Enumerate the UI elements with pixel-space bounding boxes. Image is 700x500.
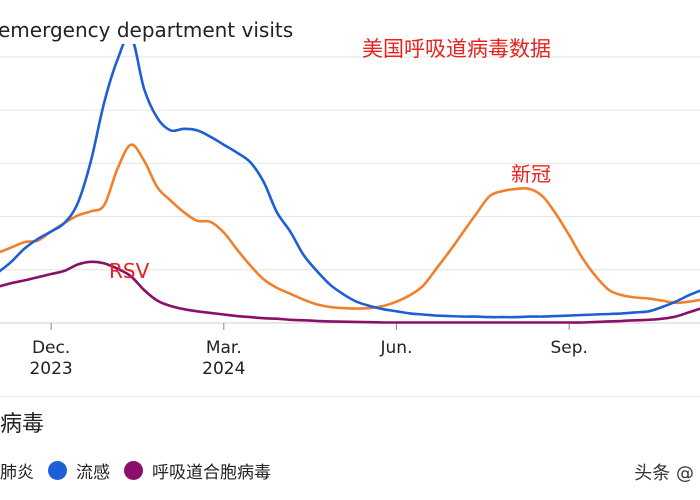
legend-item-covid[interactable]: 肺炎 [0, 458, 34, 483]
x-tick-year-label: 2023 [29, 359, 72, 379]
x-tick-label: Mar. [206, 338, 242, 358]
series-line-covid [0, 143, 700, 310]
chart: Dec.2023 Mar.2024 Jun. Sep. emergency depar… [0, 14, 700, 379]
legend-label-rsv: 呼吸道合胞病毒 [152, 462, 271, 483]
legend-label-flu: 流感 [76, 462, 110, 483]
title-background [0, 14, 282, 44]
x-tick-year-label: 2024 [202, 359, 245, 379]
annotation-title: 美国呼吸道病毒数据 [362, 37, 551, 61]
x-tick-label: Dec. [32, 338, 70, 358]
x-tick-label: Jun. [380, 338, 413, 358]
gridlines [0, 56, 700, 271]
series-lines [0, 33, 700, 324]
legend-label-covid: 肺炎 [0, 462, 34, 483]
x-axis: Dec.2023 Mar.2024 Jun. Sep. [29, 323, 588, 379]
legend-title: 病毒 [0, 412, 45, 437]
series-line-rsv [0, 260, 700, 324]
rsv-inline-label: RSV [109, 259, 150, 283]
x-tick-label: Sep. [550, 338, 587, 358]
covid-inline-label: 新冠 [511, 162, 551, 186]
divider [0, 396, 700, 397]
series-line-flu [0, 33, 700, 319]
legend-swatch-flu [48, 460, 67, 480]
legend: 肺炎 流感 呼吸道合胞病毒 [0, 456, 285, 484]
watermark: 头条 @ [634, 463, 694, 484]
legend-item-rsv[interactable]: 呼吸道合胞病毒 [124, 458, 271, 483]
chart-title: emergency department visits [0, 18, 293, 42]
legend-swatch-rsv [124, 460, 143, 480]
legend-item-flu[interactable]: 流感 [48, 458, 110, 483]
